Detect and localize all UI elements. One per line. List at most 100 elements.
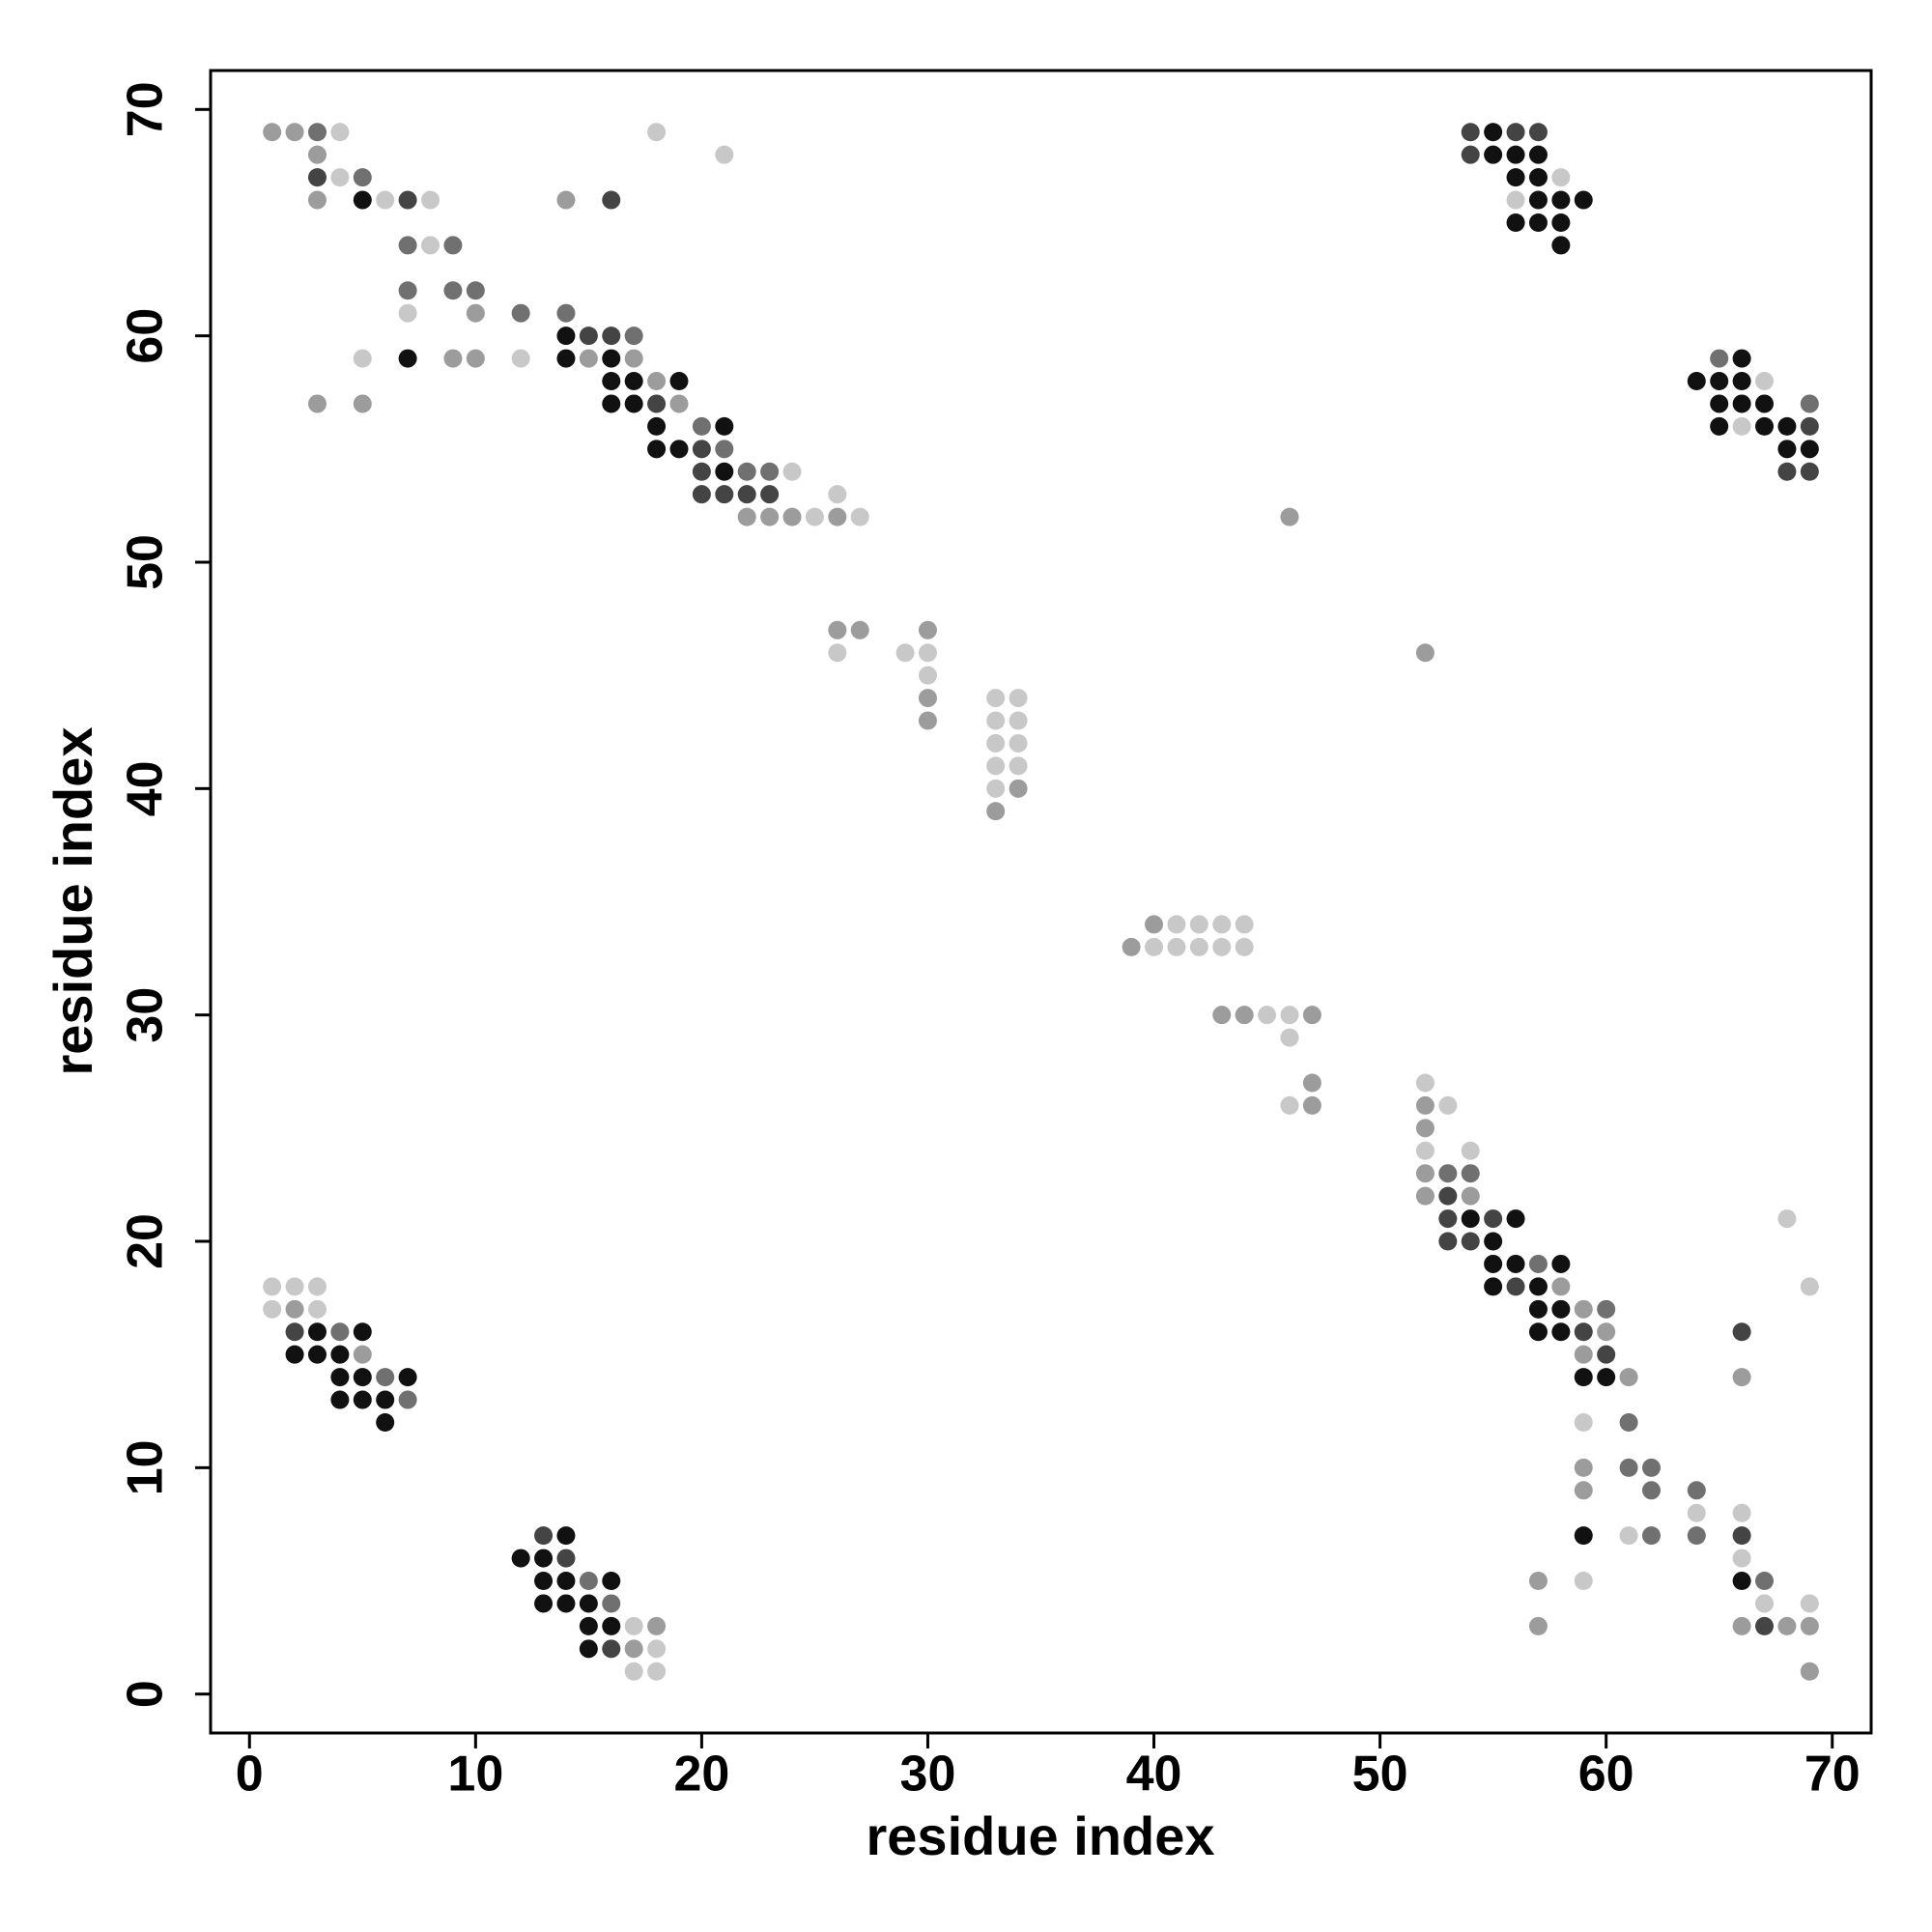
contact-point (602, 394, 621, 413)
contact-point (1415, 1119, 1435, 1138)
contact-point (330, 1390, 350, 1409)
contact-point (1597, 1368, 1616, 1387)
contact-point (692, 416, 711, 436)
x-tick-label: 0 (236, 1747, 264, 1803)
contact-point (1167, 915, 1186, 934)
contact-point (443, 236, 463, 255)
contact-point (353, 394, 372, 413)
contact-point (782, 462, 802, 481)
contact-point (1800, 1616, 1819, 1635)
contact-point (1415, 1141, 1435, 1160)
contact-point (307, 394, 327, 413)
contact-point (1302, 1073, 1321, 1093)
contact-point (1167, 937, 1186, 956)
contact-point (692, 485, 711, 504)
contact-point (624, 394, 643, 413)
contact-point (602, 1594, 621, 1613)
contact-point (556, 1594, 576, 1613)
contact-point (1484, 1277, 1503, 1296)
contact-point (1415, 1073, 1435, 1093)
contact-point (1506, 1254, 1525, 1273)
contact-point (918, 666, 937, 685)
contact-point (398, 190, 417, 210)
contact-point (1551, 1254, 1571, 1273)
contact-point (1438, 1209, 1458, 1229)
contact-point (624, 327, 643, 346)
contact-point (1528, 213, 1548, 232)
contact-point (918, 643, 937, 663)
contact-point (1732, 394, 1751, 413)
contact-point (1189, 915, 1208, 934)
contact-point (285, 123, 304, 142)
contact-point (1484, 1254, 1503, 1273)
x-tick-label: 50 (1352, 1747, 1408, 1803)
contact-point (1710, 372, 1729, 391)
contact-point (1280, 1006, 1299, 1025)
contact-point (1732, 1368, 1751, 1387)
contact-point (1755, 394, 1775, 413)
contact-point (1484, 145, 1503, 164)
contact-point (1732, 349, 1751, 368)
contact-point (1574, 1322, 1593, 1342)
contact-point (602, 349, 621, 368)
contact-point (1755, 1572, 1775, 1591)
contact-point (1574, 1412, 1593, 1432)
contact-point (398, 236, 417, 255)
contact-point (1800, 1594, 1819, 1613)
contact-point (647, 1662, 667, 1681)
contact-point (1461, 1186, 1480, 1206)
contact-point (1506, 1209, 1525, 1229)
contact-point (1619, 1368, 1638, 1387)
contact-point (556, 303, 576, 323)
contact-point (1235, 937, 1254, 956)
contact-point (1641, 1458, 1661, 1477)
contact-point (511, 1548, 530, 1568)
contact-point (307, 168, 327, 187)
contact-point (556, 327, 576, 346)
contact-point (986, 733, 1006, 753)
contact-point (669, 372, 689, 391)
contact-point (1755, 416, 1775, 436)
contact-point (1212, 915, 1232, 934)
contact-point (1009, 711, 1028, 730)
contact-point (579, 327, 598, 346)
contact-point (1484, 1232, 1503, 1251)
y-tick-label: 70 (118, 81, 174, 137)
contact-point (1461, 1164, 1480, 1183)
contact-point (1800, 462, 1819, 481)
contact-point (1528, 145, 1548, 164)
contact-point (353, 1322, 372, 1342)
contact-point (307, 1322, 327, 1342)
contact-point (624, 349, 643, 368)
contact-point (285, 1345, 304, 1364)
contact-point (1755, 1616, 1775, 1635)
contact-point (737, 507, 756, 526)
contact-point (1687, 1481, 1706, 1500)
contact-point (737, 485, 756, 504)
contact-point (715, 145, 734, 164)
contact-point (1574, 190, 1593, 210)
contact-point (421, 236, 440, 255)
contact-point (624, 1639, 643, 1659)
contact-point (466, 349, 485, 368)
contact-point (330, 123, 350, 142)
x-tick-label: 10 (447, 1747, 503, 1803)
contact-point (556, 349, 576, 368)
contact-point (624, 1616, 643, 1635)
contact-point (1009, 733, 1028, 753)
contact-point (602, 327, 621, 346)
contact-point (737, 462, 756, 481)
contact-point (443, 281, 463, 300)
contact-point (602, 1616, 621, 1635)
contact-point (579, 1594, 598, 1613)
contact-point (602, 1572, 621, 1591)
contact-point (353, 1345, 372, 1364)
contact-point (669, 394, 689, 413)
contact-point (579, 1616, 598, 1635)
contact-point (1732, 372, 1751, 391)
contact-point (1732, 1503, 1751, 1522)
contact-point (647, 1616, 667, 1635)
contact-point (466, 303, 485, 323)
contact-point (1732, 1322, 1751, 1342)
